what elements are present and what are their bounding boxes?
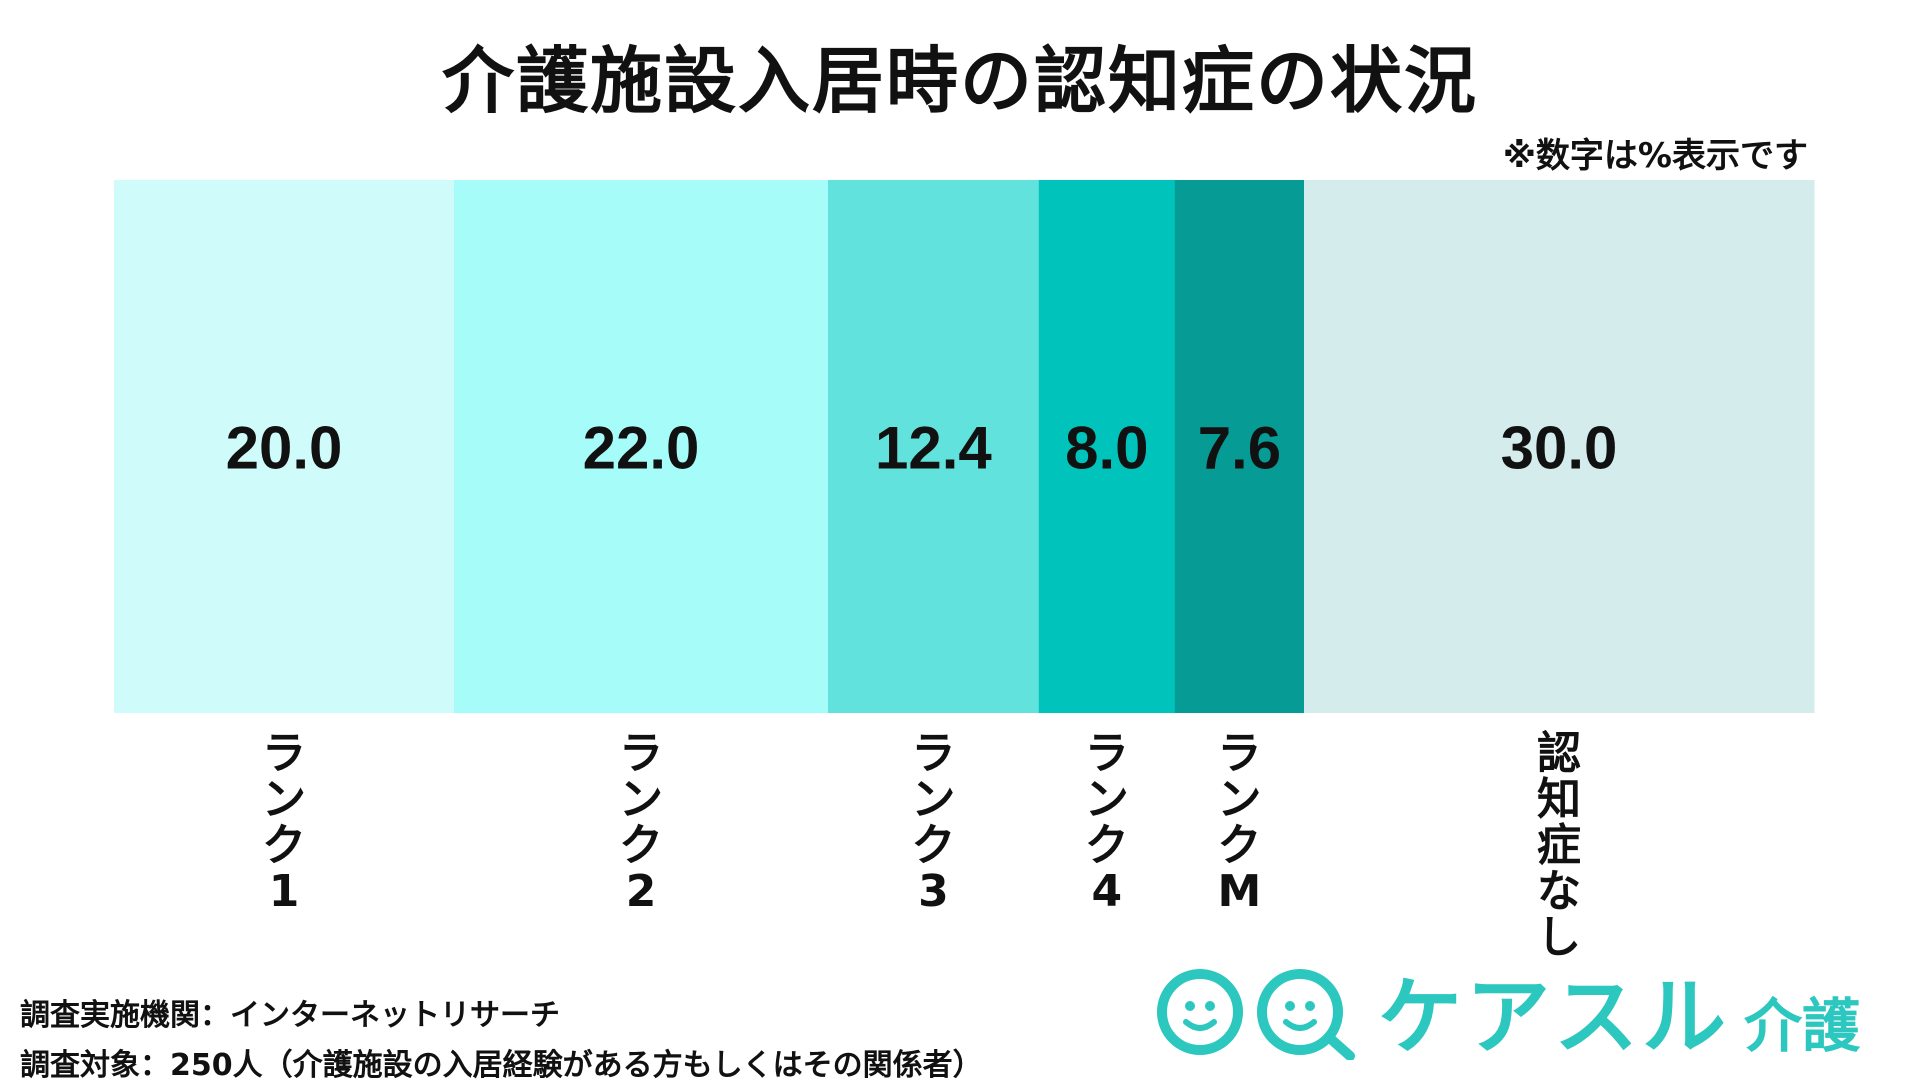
bar-group <box>114 180 1815 713</box>
bar-segment-1 <box>114 180 455 713</box>
category-label-group: ランク 1 ランク 2 ランク 3 ランク 4 ランク M 認知症なし <box>262 728 1581 960</box>
value-label-3: 12.4 <box>875 415 992 482</box>
brand-logo: ケアスル 介護 <box>1150 960 1861 1066</box>
bar-segment-3 <box>828 180 1040 713</box>
value-label-4: 8.0 <box>1065 415 1148 482</box>
category-label-2: ランク 2 <box>619 728 663 917</box>
bar-segment-6 <box>1304 180 1815 713</box>
logo-subtext: 介護 <box>1744 992 1861 1060</box>
bar-segment-4 <box>1038 180 1176 713</box>
value-label-2: 22.0 <box>583 415 700 482</box>
value-label-1: 20.0 <box>226 415 343 482</box>
logo-text: ケアスル <box>1378 967 1731 1066</box>
category-label-6: 認知症なし <box>1537 728 1581 960</box>
bar-segment-5 <box>1174 180 1305 713</box>
survey-target: 調査対象：250人（介護施設の入居経験がある方もしくはその関係者） <box>20 1048 983 1083</box>
unit-note: ※数字は%表示です <box>1502 136 1808 176</box>
value-label-group: 20.0 22.0 12.4 8.0 7.6 30.0 <box>226 415 1618 482</box>
survey-organization: 調査実施機関：インターネットリサーチ <box>20 998 560 1033</box>
chart-title: 介護施設入居時の認知症の状況 <box>441 39 1478 123</box>
smiley-faces-icon <box>1157 969 1355 1060</box>
value-label-5: 7.6 <box>1198 415 1281 482</box>
value-label-6: 30.0 <box>1501 415 1618 482</box>
category-label-4: ランク 4 <box>1085 728 1129 917</box>
bar-segment-2 <box>454 180 829 713</box>
category-label-1: ランク 1 <box>262 728 306 917</box>
category-label-3: ランク 3 <box>911 728 955 917</box>
category-label-5: ランク M <box>1217 728 1261 917</box>
